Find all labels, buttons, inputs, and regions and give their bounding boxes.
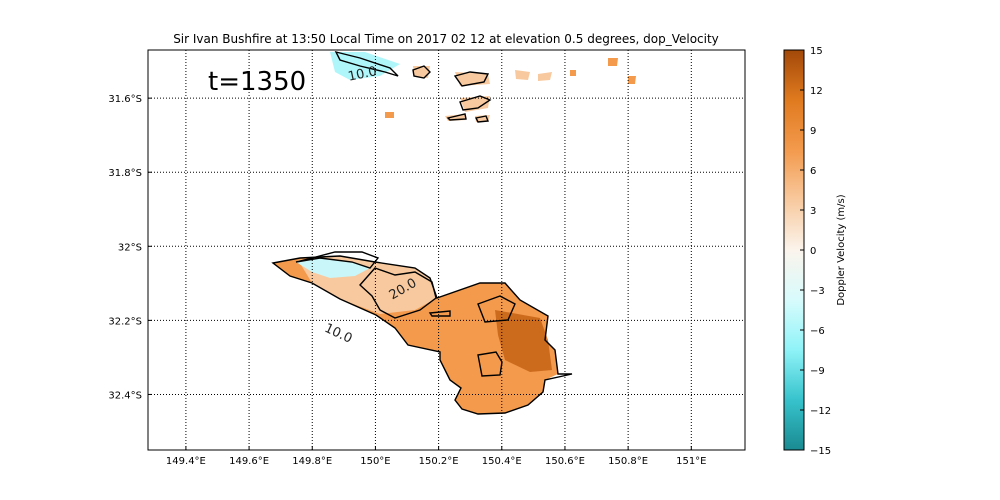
contour-line-inner-2 [428,310,451,317]
y-tick-label: 32°S [118,242,142,253]
x-tick-label: 150.8°E [608,456,648,467]
colorbar-tick-label: −9 [810,366,825,377]
x-tick-label: 151°E [676,456,706,467]
chart-title: Sir Ivan Bushfire at 13:50 Local Time on… [173,32,719,46]
north-small-returns [385,58,636,118]
contour-line-north-1 [334,50,399,77]
x-tick-label: 149.6°E [229,456,269,467]
y-tick-label: 31.8°S [108,168,142,179]
colorbar-label: Doppler Velocity (m/s) [836,194,847,305]
contour-line-north-2 [412,65,431,79]
colorbar-tick-label: 3 [810,206,816,217]
colorbar-tick-label: 9 [810,126,816,137]
colorbar-tick-label: 12 [810,86,823,97]
contour-line-north-3 [453,71,490,87]
colorbar-tick-label: 15 [810,46,823,57]
plume-cyan-region [296,258,370,278]
contour-line-north-4 [459,95,492,111]
colorbar-tick-label: −3 [810,286,825,297]
time-annotation: t=1350 [208,67,306,97]
x-tick-label: 150.6°E [545,456,585,467]
x-tick-label: 150.4°E [482,456,522,467]
north-orange-returns [413,66,552,122]
contour-line-10-upper [295,251,380,269]
contour-line-inner-1 [477,295,516,323]
y-tick-label: 32.2°S [108,316,142,327]
y-axis: 31.6°S 31.8°S 32°S 32.2°S 32.4°S [108,94,152,401]
contour-label: 10.0 [347,64,378,85]
contour-label: 10.0 [322,321,355,347]
colorbar-tick-label: −6 [810,326,825,337]
north-cyan-region [330,52,400,80]
colorbar-tick-label: 0 [810,246,816,257]
y-tick-label: 32.4°S [108,390,142,401]
colorbar-tick-label: 6 [810,166,816,177]
x-axis: 149.4°E 149.6°E 149.8°E 150°E 150.2°E 150.4°E… [166,446,707,467]
plume-core-region [495,310,552,372]
contour-line-20 [359,267,437,319]
x-tick-label: 149.4°E [166,456,206,467]
colorbar-ticks: 15 12 9 6 3 0 −3 −6 −9 −12 −15 [800,46,831,457]
plot-frame [147,49,746,451]
colorbar-tick-label: −12 [810,406,831,417]
plot-area [271,50,636,415]
grid-lines [148,50,745,450]
x-tick-label: 150°E [360,456,390,467]
y-tick-label: 31.6°S [108,94,142,105]
contour-line-inner-3 [477,351,503,377]
contour-lines [271,50,573,415]
colorbar-tick-label: −15 [810,446,831,457]
contour-line-north-5 [446,113,489,123]
x-tick-label: 149.8°E [292,456,332,467]
x-tick-label: 150.2°E [419,456,459,467]
